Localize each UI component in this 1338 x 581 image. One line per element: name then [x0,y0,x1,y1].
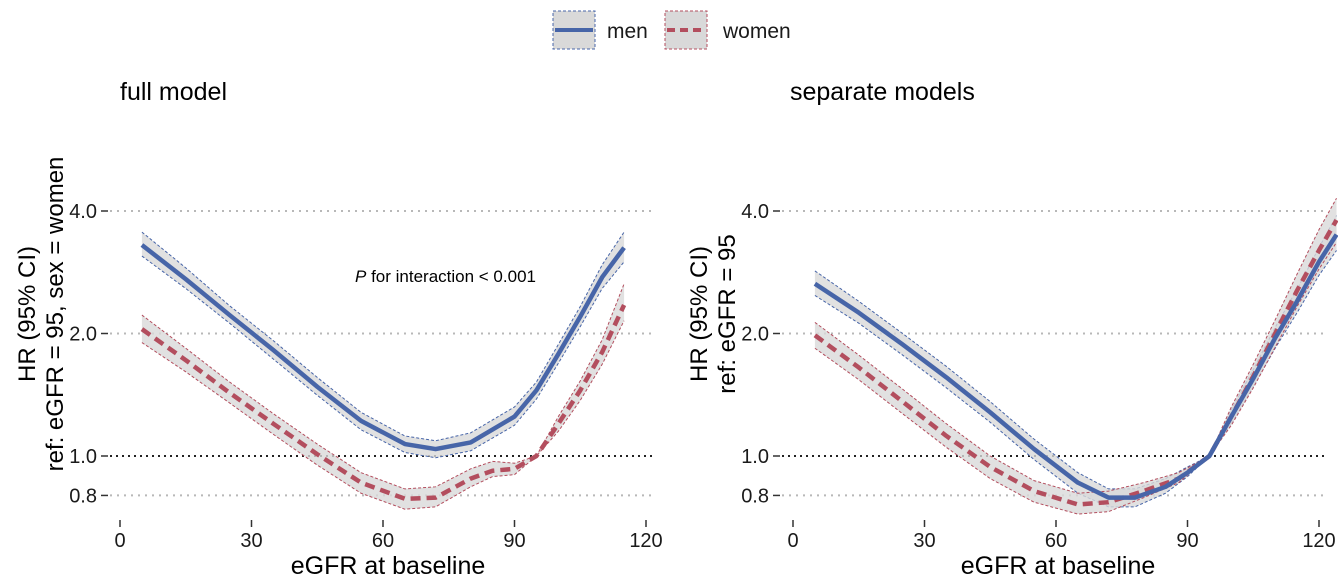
x-axis-title: eGFR at baseline [961,552,1156,580]
x-tick-label: 90 [1176,530,1198,552]
y-tick-label: 2.0 [69,324,97,346]
ci-lower-women [141,320,625,510]
series-line-men [140,243,626,452]
y-tick-label: 0.8 [741,485,769,507]
series-line-men [813,233,1338,500]
ci-lower-men [141,255,625,459]
y-tick-label: 4.0 [741,201,769,223]
ci-upper-men [141,231,625,442]
legend-key-men [552,10,596,50]
x-tick-label: 120 [629,530,662,552]
y-tick-label: 1.0 [69,446,97,468]
ci-upper-women [141,283,625,490]
panel-title: full model [120,78,227,106]
x-tick-label: 30 [240,530,262,552]
x-tick-label: 90 [503,530,525,552]
y-axis-title-line-1: HR (95% CI) [14,246,41,382]
ci-ribbon-men [141,232,625,458]
series-line-women [140,304,627,502]
y-axis: 0.8 1.0 2.0 4.0 [69,201,108,507]
y-axis-title-line-1: HR (95% CI) [686,246,713,382]
ci-ribbon-women [814,198,1337,515]
ci-lower-women [814,242,1337,515]
ci-ribbon-men [814,215,1337,507]
x-tick-label: 30 [913,530,935,552]
y-axis-title-line-2: ref: eGFR = 95 [714,234,741,393]
y-tick-label: 2.0 [741,324,769,346]
panel-separate-models: separate models HR (95% CI) ref: eGFR = … [686,78,1338,580]
annotation-text: for interaction < 0.001 [366,267,536,286]
annotation-p: P [355,267,367,286]
y-tick-label: 4.0 [69,201,97,223]
x-tick-label: 0 [114,530,125,552]
x-tick-label: 60 [1045,530,1067,552]
grid-lines [782,210,1325,497]
series-lines [813,218,1338,507]
interaction-annotation: P for interaction < 0.001 [355,267,536,286]
y-axis-title-line-2: ref: eGFR = 95, sex = women [42,157,69,472]
ci-lower-men [814,250,1337,508]
ci-upper-women [814,197,1337,494]
x-tick-label: 120 [1302,530,1335,552]
ci-ribbons [814,197,1337,515]
x-tick-label: 60 [372,530,394,552]
y-axis: 0.8 1.0 2.0 4.0 [741,201,780,507]
ci-upper-men [814,215,1337,490]
x-tick-label: 0 [787,530,798,552]
x-axis-title: eGFR at baseline [291,552,486,580]
legend: men women [552,10,791,50]
y-tick-label: 1.0 [741,446,769,468]
ci-ribbon-women [141,283,625,510]
x-axis: 0 30 60 90 120 [114,520,663,552]
legend-label-women: women [722,20,791,43]
panel-title: separate models [790,78,975,106]
y-axis-title: HR (95% CI) ref: eGFR = 95, sex = women [14,157,69,472]
series-line-women [813,218,1338,507]
panel-full-model: full model HR (95% CI) ref: eGFR = 95, s… [14,78,663,580]
y-tick-label: 0.8 [69,485,97,507]
x-axis: 0 30 60 90 120 [787,520,1336,552]
series-lines [140,243,627,502]
y-axis-title: HR (95% CI) ref: eGFR = 95 [686,234,741,393]
legend-key-women [664,10,708,50]
legend-label-men: men [607,20,648,43]
